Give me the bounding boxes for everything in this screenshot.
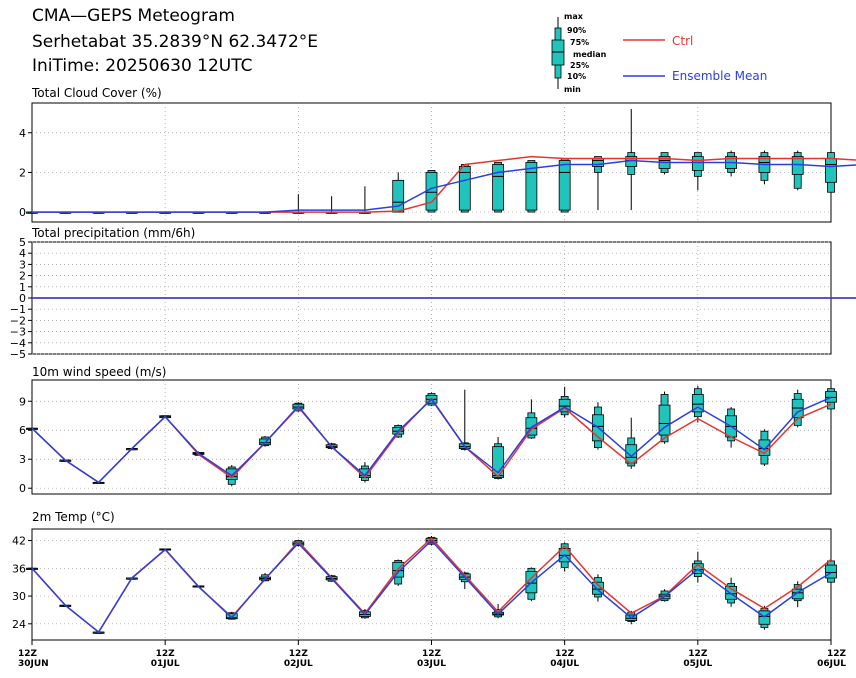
- box-25-75: [525, 162, 538, 211]
- legend-p25-label: 25%: [570, 61, 590, 70]
- temperature-ytick-label: 36: [12, 562, 26, 575]
- wind-speed-title: 10m wind speed (m/s): [32, 365, 166, 379]
- cloud-cover-mean-line: [32, 159, 856, 213]
- wind-speed-ytick-label: 3: [19, 453, 26, 466]
- box-25-75: [558, 160, 571, 211]
- x-tick-time-2: 12Z: [289, 649, 309, 659]
- wind-speed-box-23: [791, 389, 804, 428]
- cloud-cover-box-20: [691, 152, 704, 191]
- x-tick-time-6: 12Z: [827, 649, 847, 659]
- cloud-cover-box-18: [625, 108, 638, 211]
- x-tick-time-3: 12Z: [422, 649, 442, 659]
- precipitation-ytick-label: 0: [19, 292, 26, 305]
- box-25-75: [425, 172, 438, 211]
- x-tick-time-1: 12Z: [156, 649, 176, 659]
- precipitation-ytick-label: 1: [19, 281, 26, 294]
- legend-mean-label: Ensemble Mean: [672, 69, 768, 83]
- box-25-75: [658, 404, 671, 436]
- precipitation-ytick-label: −4: [10, 337, 26, 350]
- header: CMA—GEPS Meteogram Serhetabat 35.2839°N …: [0, 0, 856, 100]
- init-time-label: IniTime: 20250630 12UTC: [32, 56, 253, 76]
- cloud-cover-box-16: [558, 158, 571, 213]
- temperature-box-22: [758, 605, 771, 630]
- wind-speed-box-16: [558, 386, 571, 418]
- wind-speed-box-21: [725, 407, 738, 448]
- cloud-cover-ytick-label: 2: [19, 166, 26, 179]
- box-25-75: [592, 581, 604, 595]
- precipitation-ytick-label: −3: [10, 326, 26, 339]
- wind-speed-ytick-label: 9: [19, 395, 26, 408]
- box-25-75: [825, 158, 837, 183]
- box-25-75: [791, 588, 804, 600]
- box-25-75: [492, 446, 504, 478]
- wind-speed-mean-line: [31, 396, 832, 484]
- precipitation-ytick-label: 3: [19, 258, 26, 271]
- wind-speed-ytick-label: 0: [19, 482, 26, 495]
- wind-speed-box-19: [658, 391, 671, 444]
- wind-speed-ytick-label: 6: [19, 424, 26, 437]
- x-tick-date-6: 06JUL: [817, 659, 846, 669]
- cloud-cover-box-19: [658, 152, 671, 175]
- box-25-75: [492, 164, 504, 211]
- x-tick-date-2: 02JUL: [284, 659, 313, 669]
- precipitation-ytick-label: −5: [10, 348, 26, 361]
- cloud-cover-box-13: [458, 164, 471, 213]
- precipitation-ytick-label: 2: [19, 270, 26, 283]
- x-tick-date-1: 01JUL: [151, 659, 180, 669]
- box-25-75: [691, 394, 704, 413]
- cloud-cover-box-24: [825, 152, 837, 197]
- precipitation-title: Total precipitation (mm/6h): [31, 226, 195, 240]
- precipitation-ytick-label: −2: [10, 314, 26, 327]
- cloud-cover-ytick-label: 4: [19, 127, 26, 140]
- cloud-cover-box-22: [758, 150, 771, 185]
- box-25-75: [825, 564, 837, 579]
- precipitation-ytick-label: −1: [10, 303, 26, 316]
- temperature-ytick-label: 24: [12, 618, 26, 631]
- location-label: Serhetabat 35.2839°N 62.3472°E: [32, 32, 318, 52]
- legend-p90-label: 90%: [567, 26, 587, 35]
- cloud-cover-box-23: [791, 150, 804, 191]
- cloud-cover-box-12: [425, 170, 438, 213]
- legend-p75-label: 75%: [570, 38, 590, 47]
- precipitation-ytick-label: 4: [19, 247, 26, 260]
- temperature-box-15: [525, 567, 538, 602]
- page-title: CMA—GEPS Meteogram: [32, 6, 235, 26]
- temperature-box-23: [791, 581, 804, 608]
- wind-speed-box-17: [592, 402, 604, 450]
- temperature-title: 2m Temp (°C): [32, 510, 115, 524]
- precipitation-ytick-label: 5: [19, 236, 26, 249]
- x-tick-time-4: 12Z: [555, 649, 575, 659]
- x-tick-date-5: 05JUL: [683, 659, 712, 669]
- box-25-75: [392, 179, 405, 213]
- legend-median-label: median: [573, 50, 607, 59]
- box-25-75: [625, 444, 638, 464]
- x-tick-time-0: 12Z: [18, 649, 38, 659]
- cloud-cover-box-21: [725, 150, 738, 177]
- x-tick-date-0: 30JUN: [18, 659, 49, 669]
- x-tick-time-5: 12Z: [688, 649, 708, 659]
- cloud-cover-ytick-label: 0: [19, 206, 26, 219]
- box-25-75: [691, 156, 704, 171]
- temperature-box-24: [825, 557, 837, 587]
- temperature-box-21: [725, 577, 738, 607]
- temperature-ytick-label: 42: [12, 535, 26, 548]
- cloud-cover-box-14: [492, 162, 504, 213]
- wind-speed-box-18: [625, 417, 638, 469]
- legend-ctrl-label: Ctrl: [672, 34, 694, 48]
- temperature-ytick-label: 30: [12, 590, 26, 603]
- legend-p10-label: 10%: [567, 72, 587, 81]
- box-25-75: [458, 166, 471, 211]
- legend-max-label: max: [564, 12, 583, 21]
- legend-min-label: min: [564, 85, 581, 94]
- x-tick-date-4: 04JUL: [550, 659, 579, 669]
- box-25-75: [592, 158, 604, 167]
- cloud-cover-title: Total Cloud Cover (%): [31, 86, 162, 100]
- x-tick-date-3: 03JUL: [417, 659, 446, 669]
- temperature-mean-line: [31, 539, 832, 633]
- wind-speed-box-20: [691, 385, 704, 423]
